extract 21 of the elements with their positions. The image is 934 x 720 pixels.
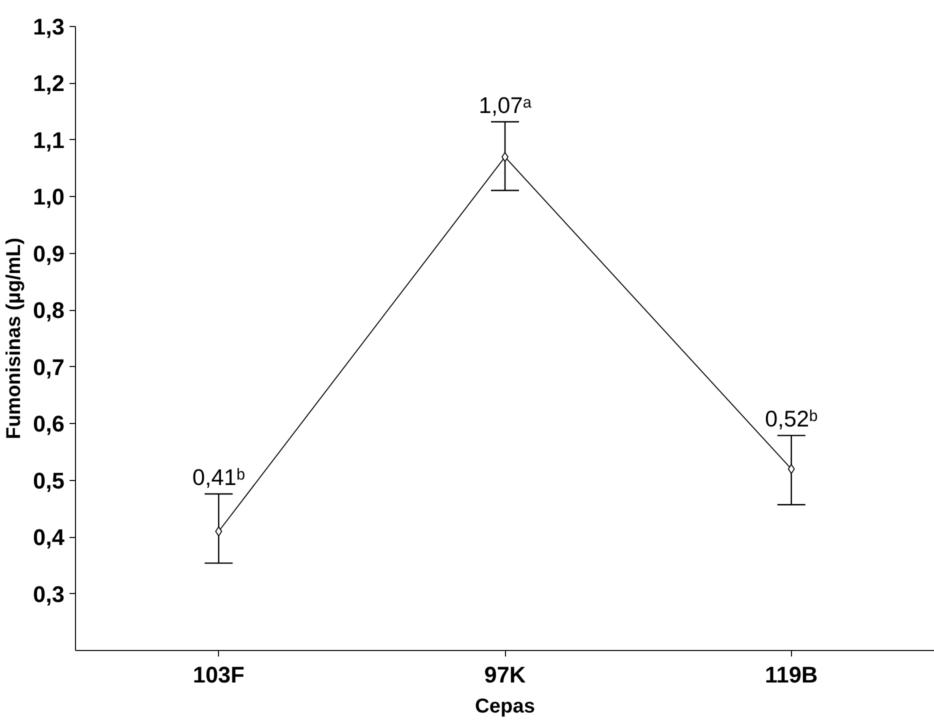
y-tick-label: 1,3	[33, 14, 65, 40]
point	[788, 464, 795, 474]
y-tick-label: 0,5	[33, 467, 65, 494]
y-tick-label: 0,7	[33, 354, 65, 380]
x-axis-title: Cepas	[474, 696, 536, 718]
y-tick-label: 1,1	[33, 126, 65, 153]
y-axis-title: Fumonisinas (µg/mL)	[3, 238, 26, 440]
x-tick-label: 103F	[192, 662, 245, 688]
y-tick-label: 0,8	[33, 297, 65, 324]
y-tick-label: 0,9	[33, 240, 65, 266]
y-tick-label: 0,3	[33, 580, 65, 607]
y-tick-label: 0,4	[33, 524, 65, 550]
y-tick-label: 0,6	[33, 410, 65, 437]
data-label: 1,07ᵃ	[478, 92, 532, 118]
y-tick-label: 1,2	[33, 70, 65, 96]
point	[215, 526, 222, 536]
y-tick-label: 1,0	[33, 184, 65, 210]
data-label: 0,41ᵇ	[192, 464, 245, 490]
x-tick-label: 97K	[484, 662, 526, 688]
x-tick-label: 119B	[764, 662, 818, 688]
data-label: 0,52ᵇ	[765, 406, 818, 432]
